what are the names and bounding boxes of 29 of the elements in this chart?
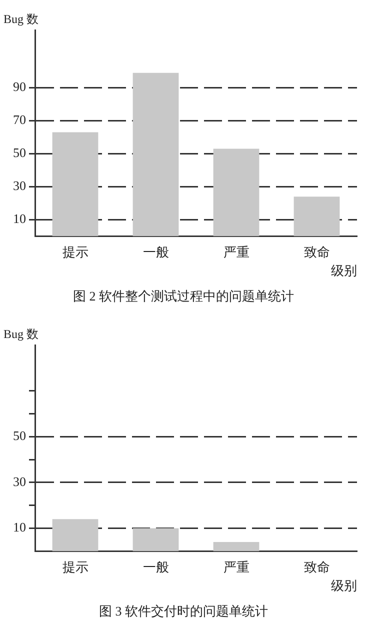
y-axis-title: Bug 数 [3, 327, 39, 342]
y-tick-label: 30 [13, 178, 26, 194]
x-tick-label: 提示 [62, 244, 88, 260]
y-tick-label: 50 [13, 145, 26, 160]
x-tick-label: 致命 [304, 559, 330, 574]
y-tick-label: 50 [13, 428, 26, 444]
y-tick-label: 90 [13, 79, 26, 94]
bar [52, 132, 98, 236]
x-tick-label: 严重 [223, 559, 250, 574]
text: 图 3 软件交付时的问题单统计 [99, 604, 268, 619]
y-tick-label: 30 [13, 474, 26, 489]
x-tick-label: 提示 [62, 559, 88, 574]
bar [213, 148, 260, 236]
y-tick-label: 10 [13, 211, 26, 226]
x-tick-label: 一般 [142, 559, 169, 574]
y-tick-label: 70 [13, 112, 26, 128]
bar [132, 528, 179, 552]
text: 图 2 软件整个测试过程中的问题单统计 [73, 288, 294, 304]
bar [213, 542, 260, 552]
bar [294, 196, 340, 236]
x-tick-label: 致命 [304, 244, 330, 260]
y-axis-title: Bug 数 [3, 12, 39, 26]
bar [132, 72, 179, 236]
x-tick-label: 一般 [142, 244, 169, 260]
x-axis-title: 级别 [331, 578, 357, 594]
bar [52, 519, 98, 552]
x-tick-label: 严重 [223, 244, 250, 260]
y-tick-label: 10 [13, 520, 26, 535]
x-axis-title: 级别 [331, 263, 357, 278]
